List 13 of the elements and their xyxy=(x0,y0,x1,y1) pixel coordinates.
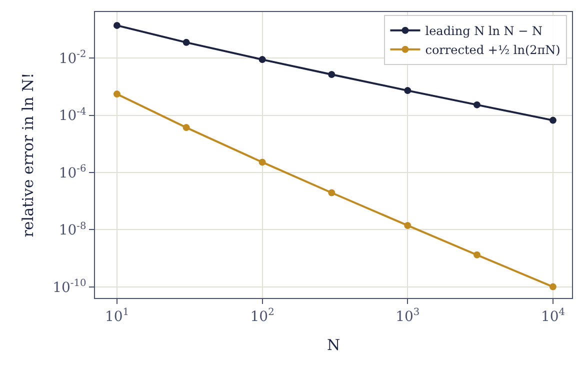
legend-label: corrected +½ ln(2πN) xyxy=(425,43,560,58)
x-tick-label: 10$^{4}$ xyxy=(540,306,565,325)
y-tick-label: 10$^{-6}$ xyxy=(58,164,86,182)
legend-label: leading N ln N − N xyxy=(425,24,542,38)
y-axis-title: relative error in ln N! xyxy=(18,72,37,238)
x-tick-label: 10$^{1}$ xyxy=(104,306,129,325)
y-tick-label: 10$^{-8}$ xyxy=(58,220,86,239)
y-tick-label: 10$^{-4}$ xyxy=(58,106,86,124)
y-tick-label: 10$^{-2}$ xyxy=(58,49,86,67)
x-axis-title: N xyxy=(326,336,340,354)
y-tick-label: 10$^{-10}$ xyxy=(52,278,86,296)
x-tick-label: 10$^{2}$ xyxy=(250,306,274,325)
x-tick-label: 10$^{3}$ xyxy=(396,306,420,325)
